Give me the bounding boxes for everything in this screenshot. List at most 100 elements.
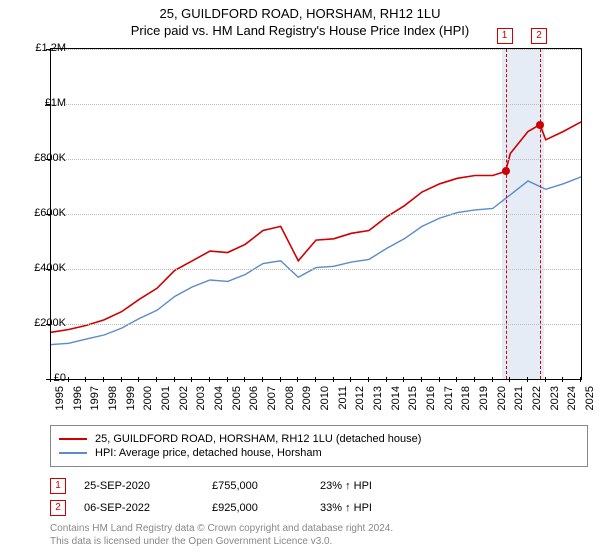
y-tick-label: £400K — [22, 262, 66, 274]
y-tick-label: £1M — [22, 97, 66, 109]
x-tick-mark — [68, 377, 69, 382]
x-tick-label: 2025 — [584, 386, 596, 410]
x-tick-label: 2000 — [142, 386, 154, 410]
x-tick-mark — [580, 377, 581, 382]
marker-vline — [506, 49, 507, 379]
gridline — [51, 104, 581, 105]
series-line-hpi — [51, 177, 581, 345]
x-tick-mark — [403, 377, 404, 382]
gridline — [51, 324, 581, 325]
gridline — [51, 269, 581, 270]
x-tick-mark — [191, 377, 192, 382]
x-tick-mark — [421, 377, 422, 382]
x-tick-mark — [527, 377, 528, 382]
x-tick-label: 1996 — [72, 386, 84, 410]
legend-swatch-icon — [59, 438, 87, 440]
x-tick-mark — [227, 377, 228, 382]
footer-line: Contains HM Land Registry data © Crown c… — [50, 522, 570, 535]
x-tick-label: 2023 — [549, 386, 561, 410]
x-tick-mark — [562, 377, 563, 382]
x-tick-mark — [121, 377, 122, 382]
x-tick-label: 2001 — [160, 386, 172, 410]
tx-pct: 23% ↑ HPI — [320, 480, 410, 492]
x-tick-label: 2024 — [566, 386, 578, 410]
x-tick-mark — [368, 377, 369, 382]
series-line-price_paid — [51, 122, 581, 332]
x-tick-label: 2007 — [266, 386, 278, 410]
x-tick-mark — [333, 377, 334, 382]
x-tick-label: 1997 — [89, 386, 101, 410]
x-tick-label: 2014 — [390, 386, 402, 410]
x-tick-mark — [386, 377, 387, 382]
x-tick-label: 2009 — [301, 386, 313, 410]
x-tick-mark — [138, 377, 139, 382]
x-tick-label: 2004 — [213, 386, 225, 410]
legend-label: 25, GUILDFORD ROAD, HORSHAM, RH12 1LU (d… — [95, 433, 421, 445]
x-tick-label: 2006 — [248, 386, 260, 410]
legend-box: 25, GUILDFORD ROAD, HORSHAM, RH12 1LU (d… — [50, 425, 588, 467]
x-tick-label: 2002 — [178, 386, 190, 410]
x-tick-label: 1999 — [125, 386, 137, 410]
tx-price: £755,000 — [212, 480, 302, 492]
x-tick-label: 2010 — [319, 386, 331, 410]
x-tick-mark — [474, 377, 475, 382]
marker-badge: 2 — [50, 500, 66, 516]
gridline — [51, 214, 581, 215]
y-tick-label: £800K — [22, 152, 66, 164]
x-tick-mark — [456, 377, 457, 382]
table-row: 1 25-SEP-2020 £755,000 23% ↑ HPI — [50, 478, 570, 494]
legend-item: 25, GUILDFORD ROAD, HORSHAM, RH12 1LU (d… — [59, 433, 579, 445]
transactions-table: 1 25-SEP-2020 £755,000 23% ↑ HPI 2 06-SE… — [50, 472, 570, 522]
x-tick-mark — [85, 377, 86, 382]
x-tick-mark — [174, 377, 175, 382]
x-tick-mark — [262, 377, 263, 382]
x-tick-label: 2020 — [496, 386, 508, 410]
gridline — [51, 159, 581, 160]
x-tick-label: 2022 — [531, 386, 543, 410]
x-tick-mark — [545, 377, 546, 382]
marker-dot-icon — [502, 167, 510, 175]
x-tick-label: 2005 — [231, 386, 243, 410]
footer-line: This data is licensed under the Open Gov… — [50, 535, 570, 548]
gridline — [51, 49, 581, 50]
x-tick-label: 2017 — [443, 386, 455, 410]
x-tick-mark — [509, 377, 510, 382]
plot-area — [50, 48, 582, 380]
x-tick-label: 1995 — [54, 386, 66, 410]
x-tick-mark — [103, 377, 104, 382]
marker-label-box: 2 — [531, 28, 547, 44]
x-tick-label: 2016 — [425, 386, 437, 410]
chart-container: 25, GUILDFORD ROAD, HORSHAM, RH12 1LU Pr… — [0, 0, 600, 560]
x-tick-label: 2013 — [372, 386, 384, 410]
x-tick-mark — [209, 377, 210, 382]
x-tick-label: 2021 — [513, 386, 525, 410]
footer-attribution: Contains HM Land Registry data © Crown c… — [50, 522, 570, 548]
x-tick-label: 2008 — [284, 386, 296, 410]
x-tick-label: 2003 — [195, 386, 207, 410]
x-tick-mark — [156, 377, 157, 382]
x-tick-label: 2012 — [354, 386, 366, 410]
tx-date: 25-SEP-2020 — [84, 480, 194, 492]
x-tick-mark — [350, 377, 351, 382]
chart-title: 25, GUILDFORD ROAD, HORSHAM, RH12 1LU — [0, 6, 600, 21]
x-tick-label: 2018 — [460, 386, 472, 410]
y-tick-label: £600K — [22, 207, 66, 219]
marker-label-box: 1 — [497, 28, 513, 44]
table-row: 2 06-SEP-2022 £925,000 33% ↑ HPI — [50, 500, 570, 516]
x-tick-mark — [280, 377, 281, 382]
x-tick-mark — [439, 377, 440, 382]
legend-label: HPI: Average price, detached house, Hors… — [95, 447, 322, 459]
x-tick-mark — [297, 377, 298, 382]
x-tick-label: 1998 — [107, 386, 119, 410]
tx-date: 06-SEP-2022 — [84, 502, 194, 514]
tx-price: £925,000 — [212, 502, 302, 514]
x-tick-label: 2011 — [337, 386, 349, 410]
x-tick-mark — [492, 377, 493, 382]
marker-dot-icon — [536, 121, 544, 129]
x-tick-mark — [244, 377, 245, 382]
marker-vline — [540, 49, 541, 379]
y-tick-label: £200K — [22, 317, 66, 329]
legend-swatch-icon — [59, 452, 87, 454]
y-tick-label: £0 — [22, 372, 66, 384]
marker-badge: 1 — [50, 478, 66, 494]
